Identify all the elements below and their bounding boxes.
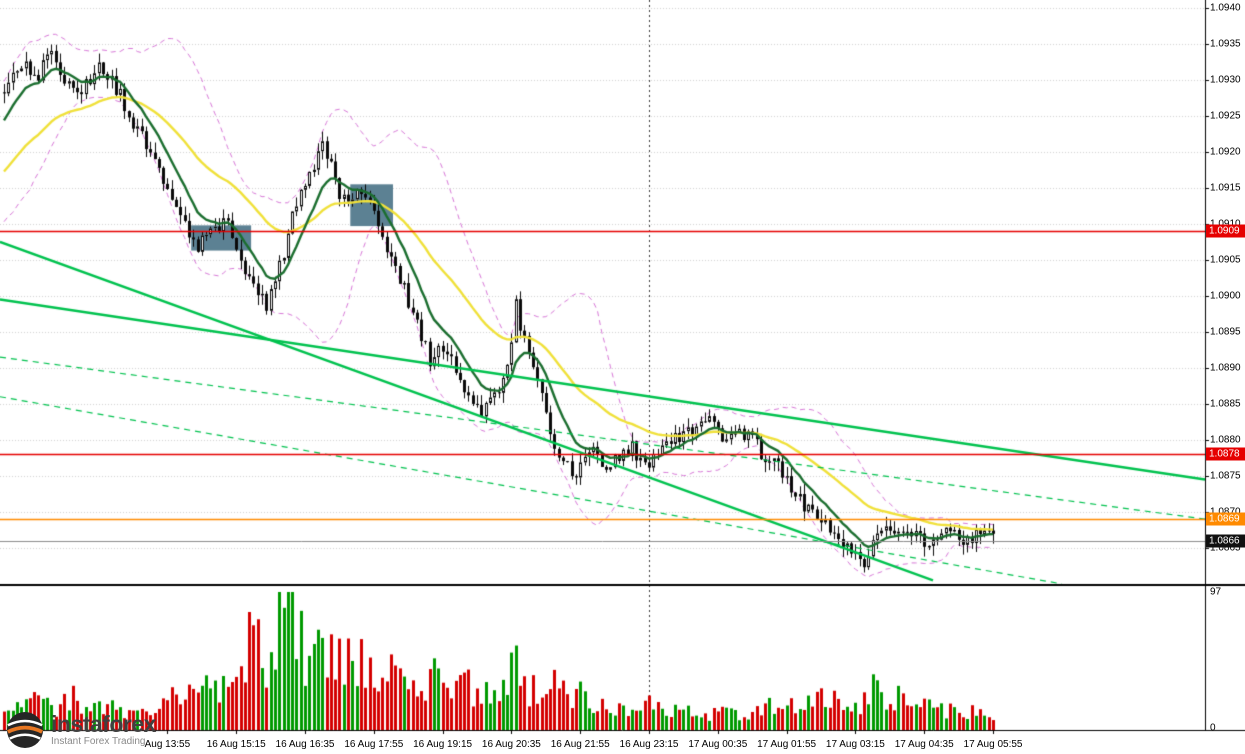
price-axis-label: 1.0870 xyxy=(1210,506,1241,517)
price-axis-label: 1.0880 xyxy=(1210,434,1241,446)
price-axis-label: 1.0915 xyxy=(1210,182,1241,194)
price-badge: 1.0866 xyxy=(1206,534,1245,548)
price-axis-label: 1.0935 xyxy=(1210,38,1241,50)
logo-tagline-text: Instant Forex Trading xyxy=(51,736,146,747)
price-axis-label: 1.0930 xyxy=(1210,74,1241,86)
time-axis-label: 17 Aug 01:55 xyxy=(757,739,817,750)
price-badge: 1.0869 xyxy=(1206,512,1245,526)
volume-axis-max-label: 97 xyxy=(1210,586,1222,598)
instaforex-logo: instaforex Instant Forex Trading xyxy=(6,711,156,749)
time-axis-label: 16 Aug 19:15 xyxy=(413,739,473,750)
volume-axis-zero-label: 0 xyxy=(1210,722,1216,734)
price-axis-label: 1.0910 xyxy=(1210,218,1241,229)
price-axis-label: 1.0920 xyxy=(1210,146,1241,158)
time-axis-label: 16 Aug 15:15 xyxy=(206,739,266,750)
logo-text-block: instaforex Instant Forex Trading xyxy=(51,711,156,748)
time-axis-label: 17 Aug 04:35 xyxy=(894,739,954,750)
price-axis-label: 1.0940 xyxy=(1210,2,1241,14)
time-axis-label: 16 Aug 20:35 xyxy=(481,739,541,750)
price-axis-label: 1.0905 xyxy=(1210,254,1241,266)
price-axis-label: 1.0890 xyxy=(1210,362,1241,374)
logo-brand-text: instaforex xyxy=(51,711,156,737)
price-badge: 1.0878 xyxy=(1206,447,1245,461)
time-axis-label: 16 Aug 21:55 xyxy=(550,739,610,750)
time-axis-label: 17 Aug 00:35 xyxy=(688,739,748,750)
price-badge: 1.0909 xyxy=(1206,224,1245,238)
time-axis-label: 17 Aug 03:15 xyxy=(825,739,885,750)
instaforex-globe-icon xyxy=(6,711,44,749)
time-axis-label: 16 Aug 23:15 xyxy=(619,739,679,750)
price-axis-label: 1.0895 xyxy=(1210,326,1241,338)
price-axis-label: 1.0900 xyxy=(1210,290,1241,302)
time-axis-label: Aug 13:55 xyxy=(144,739,191,750)
price-axis-label: 1.0875 xyxy=(1210,470,1241,482)
time-axis-label: 16 Aug 16:35 xyxy=(275,739,335,750)
price-axis-label: 1.0885 xyxy=(1210,398,1241,410)
price-axis-label: 1.0865 xyxy=(1210,542,1241,554)
time-axis-label: 17 Aug 05:55 xyxy=(963,739,1023,750)
time-axis-label: 16 Aug 17:55 xyxy=(344,739,404,750)
price-axis-label: 1.0925 xyxy=(1210,110,1241,122)
